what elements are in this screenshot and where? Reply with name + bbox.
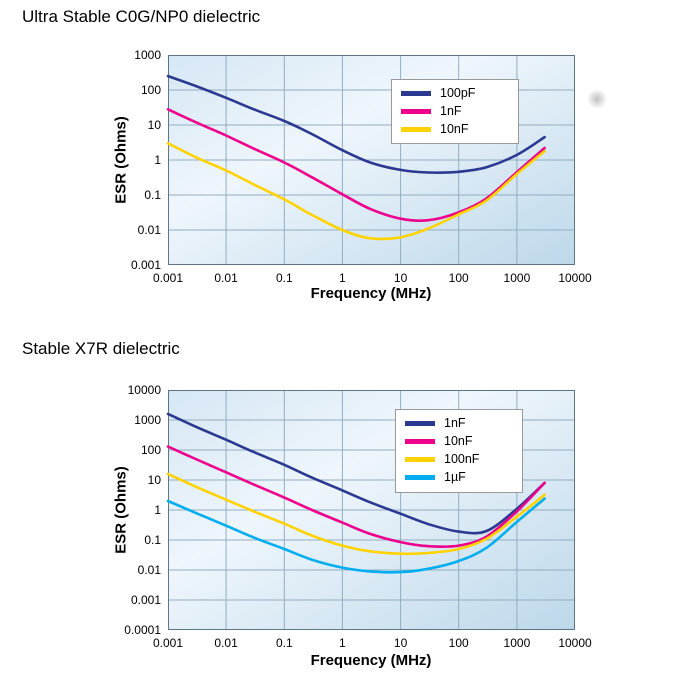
series-line-1nF [166, 412, 546, 535]
x-tick-label: 10 [394, 271, 408, 285]
y-tick-label: 0.1 [144, 533, 161, 547]
chart-title-x7r: Stable X7R dielectric [22, 339, 180, 358]
x-tick-label: 0.001 [153, 636, 183, 650]
x-tick-label: 0.001 [153, 271, 183, 285]
y-tick-label: 1000 [134, 413, 161, 427]
legend-item: 10nF [401, 123, 508, 136]
legend-swatch [401, 91, 431, 97]
y-tick-label: 100 [141, 83, 161, 97]
y-tick-label: 10 [148, 473, 162, 487]
x-tick-label: 0.1 [276, 271, 293, 285]
plot-border [168, 390, 575, 630]
x-tick-label: 100 [449, 271, 469, 285]
legend-item: 1µF [405, 471, 512, 484]
y-tick-label: 0.001 [131, 258, 161, 272]
y-tick-label: 1 [154, 153, 161, 167]
x-tick-label: 1000 [504, 271, 531, 285]
x-tick-label: 10 [394, 636, 408, 650]
y-tick-label: 10 [148, 118, 162, 132]
legend-item: 1nF [405, 416, 512, 430]
legend-label: 10nF [440, 122, 469, 137]
legend-x7r: 1nF 10nF 100nF 1µF [395, 409, 523, 493]
x-tick-label: 0.01 [214, 636, 238, 650]
legend-label: 100nF [444, 452, 480, 467]
y-tick-label: 0.01 [138, 223, 162, 237]
y-tick-label: 0.01 [138, 563, 162, 577]
legend-swatch [405, 439, 435, 445]
x-tick-label: 1 [339, 271, 346, 285]
legend-item: 100nF [405, 453, 512, 466]
legend-swatch [405, 475, 435, 481]
legend-swatch [401, 127, 431, 133]
series-line-10nF [166, 445, 546, 549]
watermark-smudge [587, 89, 607, 109]
y-axis-label-x7r: ESR (Ohms) [112, 466, 130, 554]
legend-item: 1nF [401, 104, 508, 119]
x-tick-label: 10000 [558, 271, 592, 285]
chart-title-cog-np0: Ultra Stable C0G/NP0 dielectric [22, 7, 261, 26]
plot-border [168, 55, 575, 265]
series-line-1nF [166, 108, 546, 223]
series-line-100nF [166, 472, 546, 556]
legend-swatch [405, 421, 435, 427]
x-axis-label-x7r: Frequency (MHz) [310, 652, 432, 669]
series-line-100pF [166, 74, 546, 174]
series-line-1µF [166, 497, 546, 574]
series-line-10nF [166, 142, 546, 241]
y-tick-label: 100 [141, 443, 161, 457]
legend-label: 1nF [444, 416, 466, 430]
y-tick-label: 0.1 [144, 188, 161, 202]
x-tick-label: 1 [339, 636, 346, 650]
legend-label: 100pF [440, 86, 476, 100]
x-tick-label: 1000 [504, 636, 531, 650]
legend-swatch [401, 109, 431, 115]
x-tick-label: 0.01 [214, 271, 238, 285]
legend-label: 1µF [444, 470, 466, 485]
legend-swatch [405, 457, 435, 463]
x-tick-label: 100 [449, 636, 469, 650]
legend-cog: 100pF 1nF 10nF [391, 79, 519, 145]
x-axis-label-cog: Frequency (MHz) [310, 285, 432, 302]
y-tick-label: 10000 [128, 383, 162, 397]
x-tick-label: 10000 [558, 636, 592, 650]
y-tick-label: 0.001 [131, 593, 161, 607]
y-tick-label: 1 [154, 503, 161, 517]
y-tick-label: 0.0001 [124, 623, 161, 637]
legend-label: 1nF [440, 104, 462, 119]
legend-item: 100pF [401, 86, 508, 100]
legend-item: 10nF [405, 434, 512, 449]
legend-label: 10nF [444, 434, 473, 449]
x-tick-label: 0.1 [276, 636, 293, 650]
y-axis-label-cog: ESR (Ohms) [112, 116, 130, 204]
y-tick-label: 1000 [134, 48, 161, 62]
